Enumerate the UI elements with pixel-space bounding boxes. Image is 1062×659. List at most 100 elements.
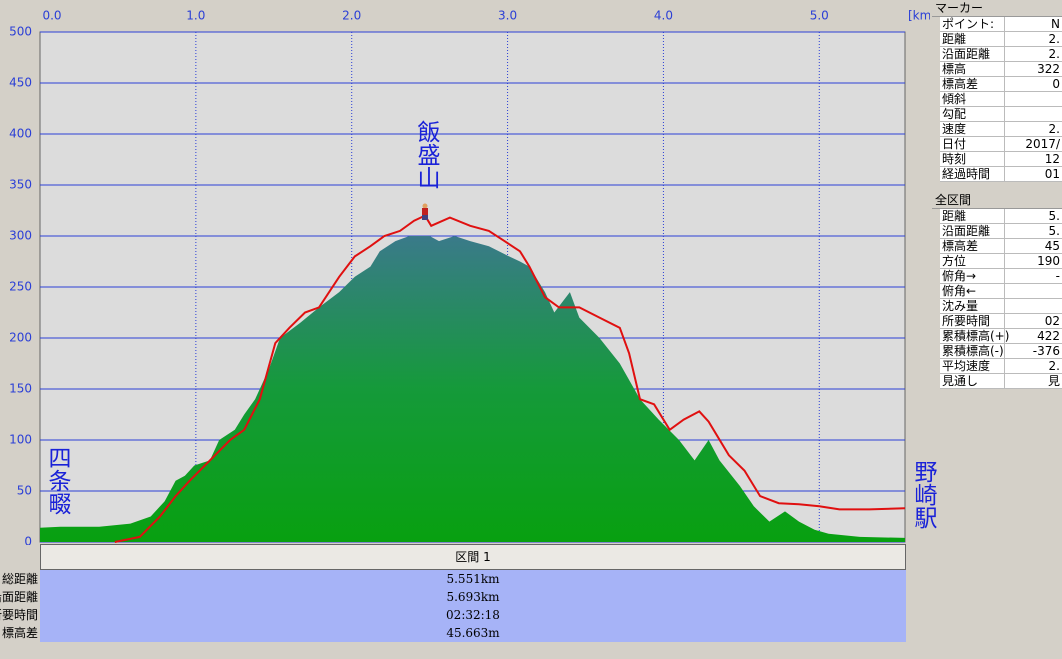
annotation: 野崎駅 (910, 460, 936, 529)
y-tick-label: 300 (9, 229, 32, 243)
info-value: -376 (1032, 344, 1060, 358)
info-label: 距離 (940, 209, 1005, 223)
info-label: 標高 (940, 62, 1005, 76)
info-panel: マーカー ポイント: N 距離 2. 沿面距離 2. 標高 322 標高差 0 傾斜 勾配 速度 2. 日付 2… (932, 0, 1062, 182)
x-unit: [km] (908, 9, 930, 23)
y-tick-label: 500 (9, 25, 32, 39)
info-row: 俯角← (940, 284, 1062, 299)
info-label: 標高差 (940, 77, 1005, 91)
info-row: 標高差 45 (940, 239, 1062, 254)
info-value (1005, 299, 1062, 313)
section-label: 沿面距離 (0, 590, 38, 604)
info-value: N (1051, 17, 1060, 31)
route-line (114, 214, 906, 543)
info-value (1005, 92, 1062, 106)
info-value: 322 (1037, 62, 1060, 76)
info-value: - (1055, 269, 1060, 283)
info-row: 平均速度 2. (940, 359, 1062, 374)
info-value (1005, 284, 1062, 298)
info-label: 速度 (940, 122, 1005, 136)
info-row: 方位 190 (940, 254, 1062, 269)
info-row: 標高差 0 (940, 77, 1062, 92)
info-label: 所要時間 (940, 314, 1005, 328)
info-row: 累積標高(+) 422 (940, 329, 1062, 344)
y-tick-label: 150 (9, 382, 32, 396)
info-row: 経過時間 01 (940, 167, 1062, 182)
info-row: 速度 2. (940, 122, 1062, 137)
y-tick-label: 400 (9, 127, 32, 141)
info-row: 沈み量 (940, 299, 1062, 314)
info-row: 勾配 (940, 107, 1062, 122)
info-label: 距離 (940, 32, 1005, 46)
x-tick-label: 5.0 (810, 9, 829, 23)
info-row: ポイント: N (940, 17, 1062, 32)
marker-body (422, 208, 428, 215)
info-value: 2. (1048, 122, 1060, 136)
info-row: 距離 2. (940, 32, 1062, 47)
annotation: 飯盛山 (413, 120, 439, 189)
section-value: 02:32:18 (446, 608, 500, 622)
info-value: 2. (1048, 32, 1060, 46)
y-tick-label: 50 (17, 484, 32, 498)
panel-title: 全区間 (932, 192, 1062, 209)
info-row: 距離 5. (940, 209, 1062, 224)
info-value: 12 (1044, 152, 1060, 166)
y-tick-label: 0 (24, 535, 32, 546)
info-value: 2. (1048, 47, 1060, 61)
info-label: 沿面距離 (940, 224, 1005, 238)
section-label: 標高差 (1, 626, 38, 640)
info-value: 190 (1037, 254, 1060, 268)
info-panel: 全区間 距離 5. 沿面距離 5. 標高差 45 方位 190 俯角→ - 俯角← 沈み量 所要時間 02 累… (932, 192, 1062, 389)
x-tick-label: 3.0 (498, 9, 517, 23)
info-value: 422 (1037, 329, 1060, 343)
profile-chart: 0 50 100 150 200 250 300 350 400 450 500 0.0 1.0 2.0 3… (9, 9, 930, 546)
info-label: 時刻 (940, 152, 1005, 166)
terrain-area (40, 236, 905, 542)
info-value: 01 (1044, 167, 1060, 181)
info-label: 勾配 (940, 107, 1005, 121)
info-label: 俯角→ (940, 269, 1005, 283)
info-label: 俯角← (940, 284, 1005, 298)
info-row: 標高 322 (940, 62, 1062, 77)
y-tick-label: 200 (9, 331, 32, 345)
info-row: 見通し 見 (940, 374, 1062, 389)
marker-legs (422, 215, 428, 220)
marker-icon (422, 203, 428, 220)
info-value: 02 (1044, 314, 1060, 328)
section-value: 5.551km (446, 572, 500, 586)
info-label: 見通し (940, 374, 1005, 388)
info-row: 日付 2017/ (940, 137, 1062, 152)
info-value: 2. (1048, 359, 1060, 373)
y-tick-label: 100 (9, 433, 32, 447)
x-tick-label: 2.0 (342, 9, 361, 23)
marker-head (422, 203, 428, 209)
info-label: 日付 (940, 137, 1005, 151)
info-label: 沈み量 (940, 299, 1005, 313)
info-value: 見 (1047, 374, 1060, 388)
section-label: 所要時間 (0, 608, 38, 622)
info-label: 累積標高(-) (942, 344, 1005, 358)
y-tick-label: 250 (9, 280, 32, 294)
annotation: 四条畷 (44, 446, 70, 515)
section-value: 45.663m (446, 626, 500, 640)
info-value: 2017/ (1025, 137, 1060, 151)
info-value (1005, 107, 1062, 121)
y-tick-label: 350 (9, 178, 32, 192)
info-label: 方位 (940, 254, 1005, 268)
info-row: 累積標高(-) -376 (940, 344, 1062, 359)
y-tick-label: 450 (9, 76, 32, 90)
info-row: 時刻 12 (940, 152, 1062, 167)
info-row: 沿面距離 2. (940, 47, 1062, 62)
info-row: 俯角→ - (940, 269, 1062, 284)
info-value: 45 (1044, 239, 1060, 253)
info-label: 傾斜 (940, 92, 1005, 106)
info-row: 所要時間 02 (940, 314, 1062, 329)
panel-title: マーカー (932, 0, 1062, 17)
section-body: 5.551km 5.693km 02:32:18 45.663m (40, 570, 906, 642)
info-label: 経過時間 (940, 167, 1005, 181)
info-value: 0 (1052, 77, 1060, 91)
section-value: 5.693km (446, 590, 500, 604)
x-tick-label: 4.0 (654, 9, 673, 23)
section-label: 総距離 (1, 572, 38, 586)
